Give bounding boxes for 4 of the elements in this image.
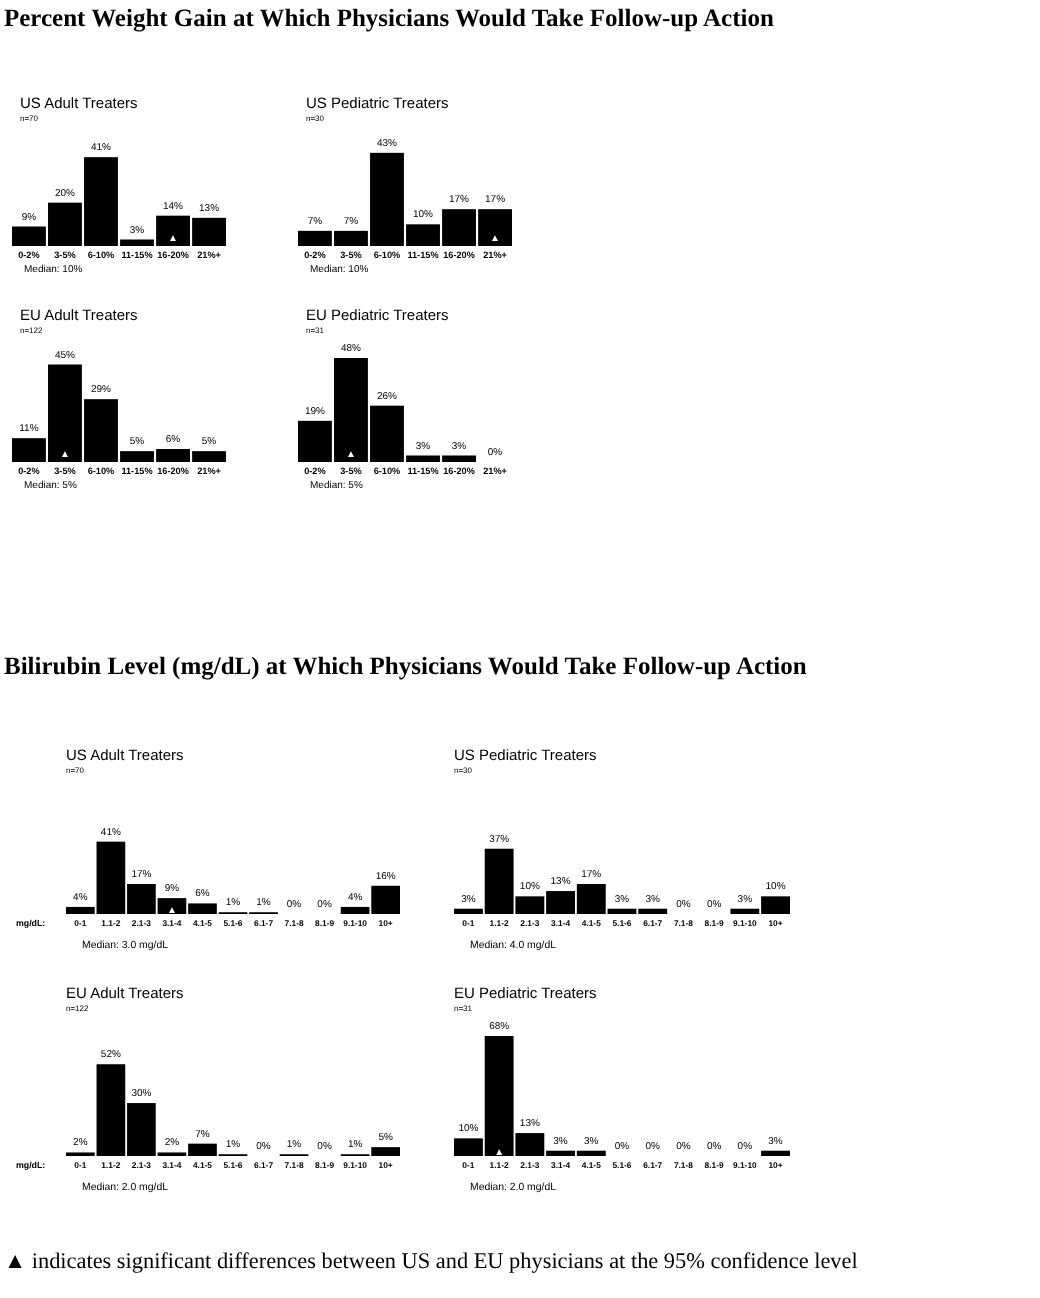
bar xyxy=(761,1150,790,1156)
text: Percent Weight Gain at Which Physicians Would Take Follow-up Action xyxy=(4,4,774,32)
text: Bilirubin Level (mg/dL) at Which Physicians Would Take Follow-up Action xyxy=(4,652,807,680)
text: ▲ indicates significant differences between US and EU physicians at the 95% confidence level xyxy=(4,1250,858,1274)
